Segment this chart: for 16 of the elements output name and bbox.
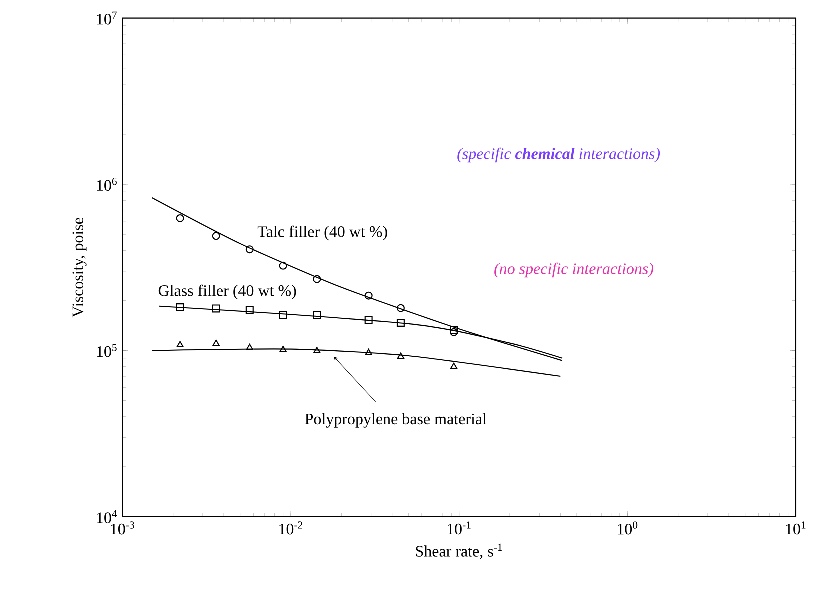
y-tick-label: 10$^{7}$ <box>97 12 117 25</box>
series-label: Glass filler (40 wt %) <box>158 284 296 300</box>
y-axis-title: Viscosity, poise <box>72 218 87 318</box>
x-tick-label: 10$^{1}$ <box>786 522 806 535</box>
x-tick-label: 10$^{0}$ <box>618 522 638 535</box>
x-tick-label: 10$^{-3}$ <box>111 522 134 535</box>
annotation: (no specific interactions) <box>494 262 654 278</box>
x-tick-label: 10$^{-2}$ <box>280 522 303 535</box>
y-tick-label: 10$^{6}$ <box>97 178 117 192</box>
y-tick-label: 10$^{5}$ <box>97 344 117 358</box>
text: Polypropylene base material <box>305 413 487 428</box>
x-tick-label: 10$^{-1}$ <box>448 522 471 535</box>
y-tick-label: 10$^{4}$ <box>97 510 118 524</box>
x-axis-title: Shear rate, s$^{-1}$ <box>416 544 502 560</box>
series-label: Talc filler (40 wt %) <box>258 226 388 241</box>
annotation: (specific chemical interactions) <box>458 148 660 163</box>
